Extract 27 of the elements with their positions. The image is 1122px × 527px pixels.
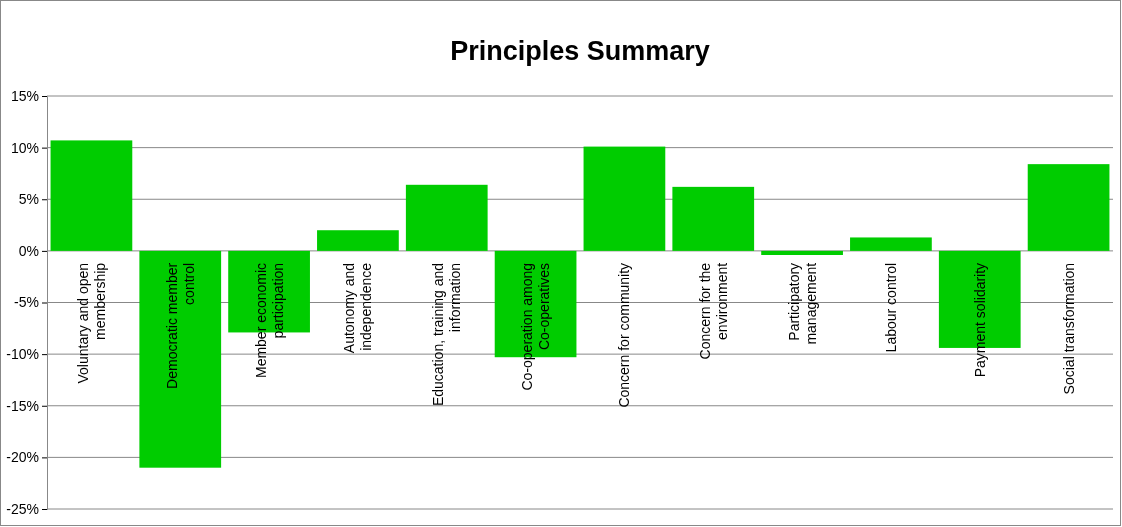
y-tick-label: -15%: [6, 397, 39, 414]
x-tick-label: Payment solidarity: [971, 262, 988, 378]
y-tick-label: -10%: [6, 346, 39, 363]
y-tick-label: 15%: [10, 87, 39, 104]
bar: [672, 186, 755, 251]
bar: [761, 250, 843, 256]
chart-title: Principles Summary: [450, 36, 710, 66]
bar: [405, 184, 488, 251]
x-tick-label: Democratic member control: [163, 262, 197, 389]
y-tick-label: -20%: [6, 449, 39, 466]
x-tick-label: Concern for community: [616, 262, 633, 408]
bar: [1027, 164, 1110, 251]
y-tick-label: 0%: [18, 242, 39, 259]
bar: [317, 230, 399, 251]
y-tick-label: 5%: [18, 191, 39, 208]
x-tick-label: Voluntary and open membership: [74, 262, 108, 384]
bar: [139, 250, 222, 468]
x-tick-label: Labour control: [882, 262, 899, 353]
x-tick-label: Education, training and information: [430, 262, 464, 407]
bar: [583, 146, 666, 251]
x-tick-label: Social transformation: [1060, 262, 1077, 395]
y-tick-label: 10%: [10, 139, 39, 156]
bar: [850, 237, 932, 251]
y-tick-label: -25%: [6, 500, 39, 517]
x-tick-label: Concern for the environment: [696, 262, 730, 360]
bar: [50, 140, 133, 251]
y-tick-label: -5%: [14, 294, 39, 311]
